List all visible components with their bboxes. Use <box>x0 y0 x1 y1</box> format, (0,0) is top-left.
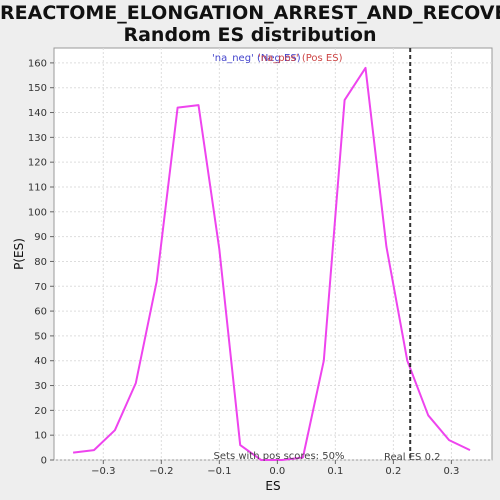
real-es-label: Real ES 0.2 <box>384 452 440 463</box>
chart-title-line1: REACTOME_ELONGATION_ARREST_AND_RECOVERY: <box>0 2 500 24</box>
axes: 0 10 20 30 40 50 60 70 80 90 100 110 120 130 140 150 160… <box>28 58 459 477</box>
y-tick-label: 160 <box>28 58 47 69</box>
x-tick-label: 0.3 <box>443 466 459 477</box>
y-tick-label: 80 <box>34 257 47 268</box>
y-tick-label: 30 <box>34 381 47 392</box>
x-tick-label: 0.0 <box>269 466 285 477</box>
y-tick-label: 120 <box>28 158 47 169</box>
y-tick-label: 140 <box>28 108 47 119</box>
y-tick-label: 90 <box>34 232 47 243</box>
y-tick-label: 40 <box>34 356 47 367</box>
x-tick-label: 0.2 <box>385 466 401 477</box>
y-tick-label: 70 <box>34 282 47 293</box>
legend-neg-es: 'na_neg' (Neg ES) <box>212 53 301 64</box>
y-axis-label: P(ES) <box>12 238 26 270</box>
x-tick-label: −0.3 <box>91 466 115 477</box>
y-tick-label: 150 <box>28 83 47 94</box>
legend-pos-es: 'na_pos' (Pos ES) <box>258 53 343 64</box>
y-tick-label: 50 <box>34 331 47 342</box>
x-tick-label: −0.1 <box>207 466 231 477</box>
y-tick-label: 20 <box>34 406 47 417</box>
x-tick-label: 0.1 <box>327 466 343 477</box>
x-axis-label: ES <box>265 479 280 493</box>
es-distribution-line <box>72 66 471 461</box>
y-tick-label: 100 <box>28 207 47 218</box>
y-tick-label: 110 <box>28 182 47 193</box>
y-tick-label: 0 <box>41 456 47 467</box>
y-tick-label: 60 <box>34 307 47 318</box>
y-tick-label: 10 <box>34 431 47 442</box>
chart-title-line2: Random ES distribution <box>123 24 377 46</box>
plot-area <box>53 47 493 461</box>
y-tick-label: 130 <box>28 133 47 144</box>
chart-marks <box>72 48 471 461</box>
pos-scores-note: Sets with pos scores: 50% <box>214 451 345 462</box>
x-tick-label: −0.2 <box>149 466 173 477</box>
